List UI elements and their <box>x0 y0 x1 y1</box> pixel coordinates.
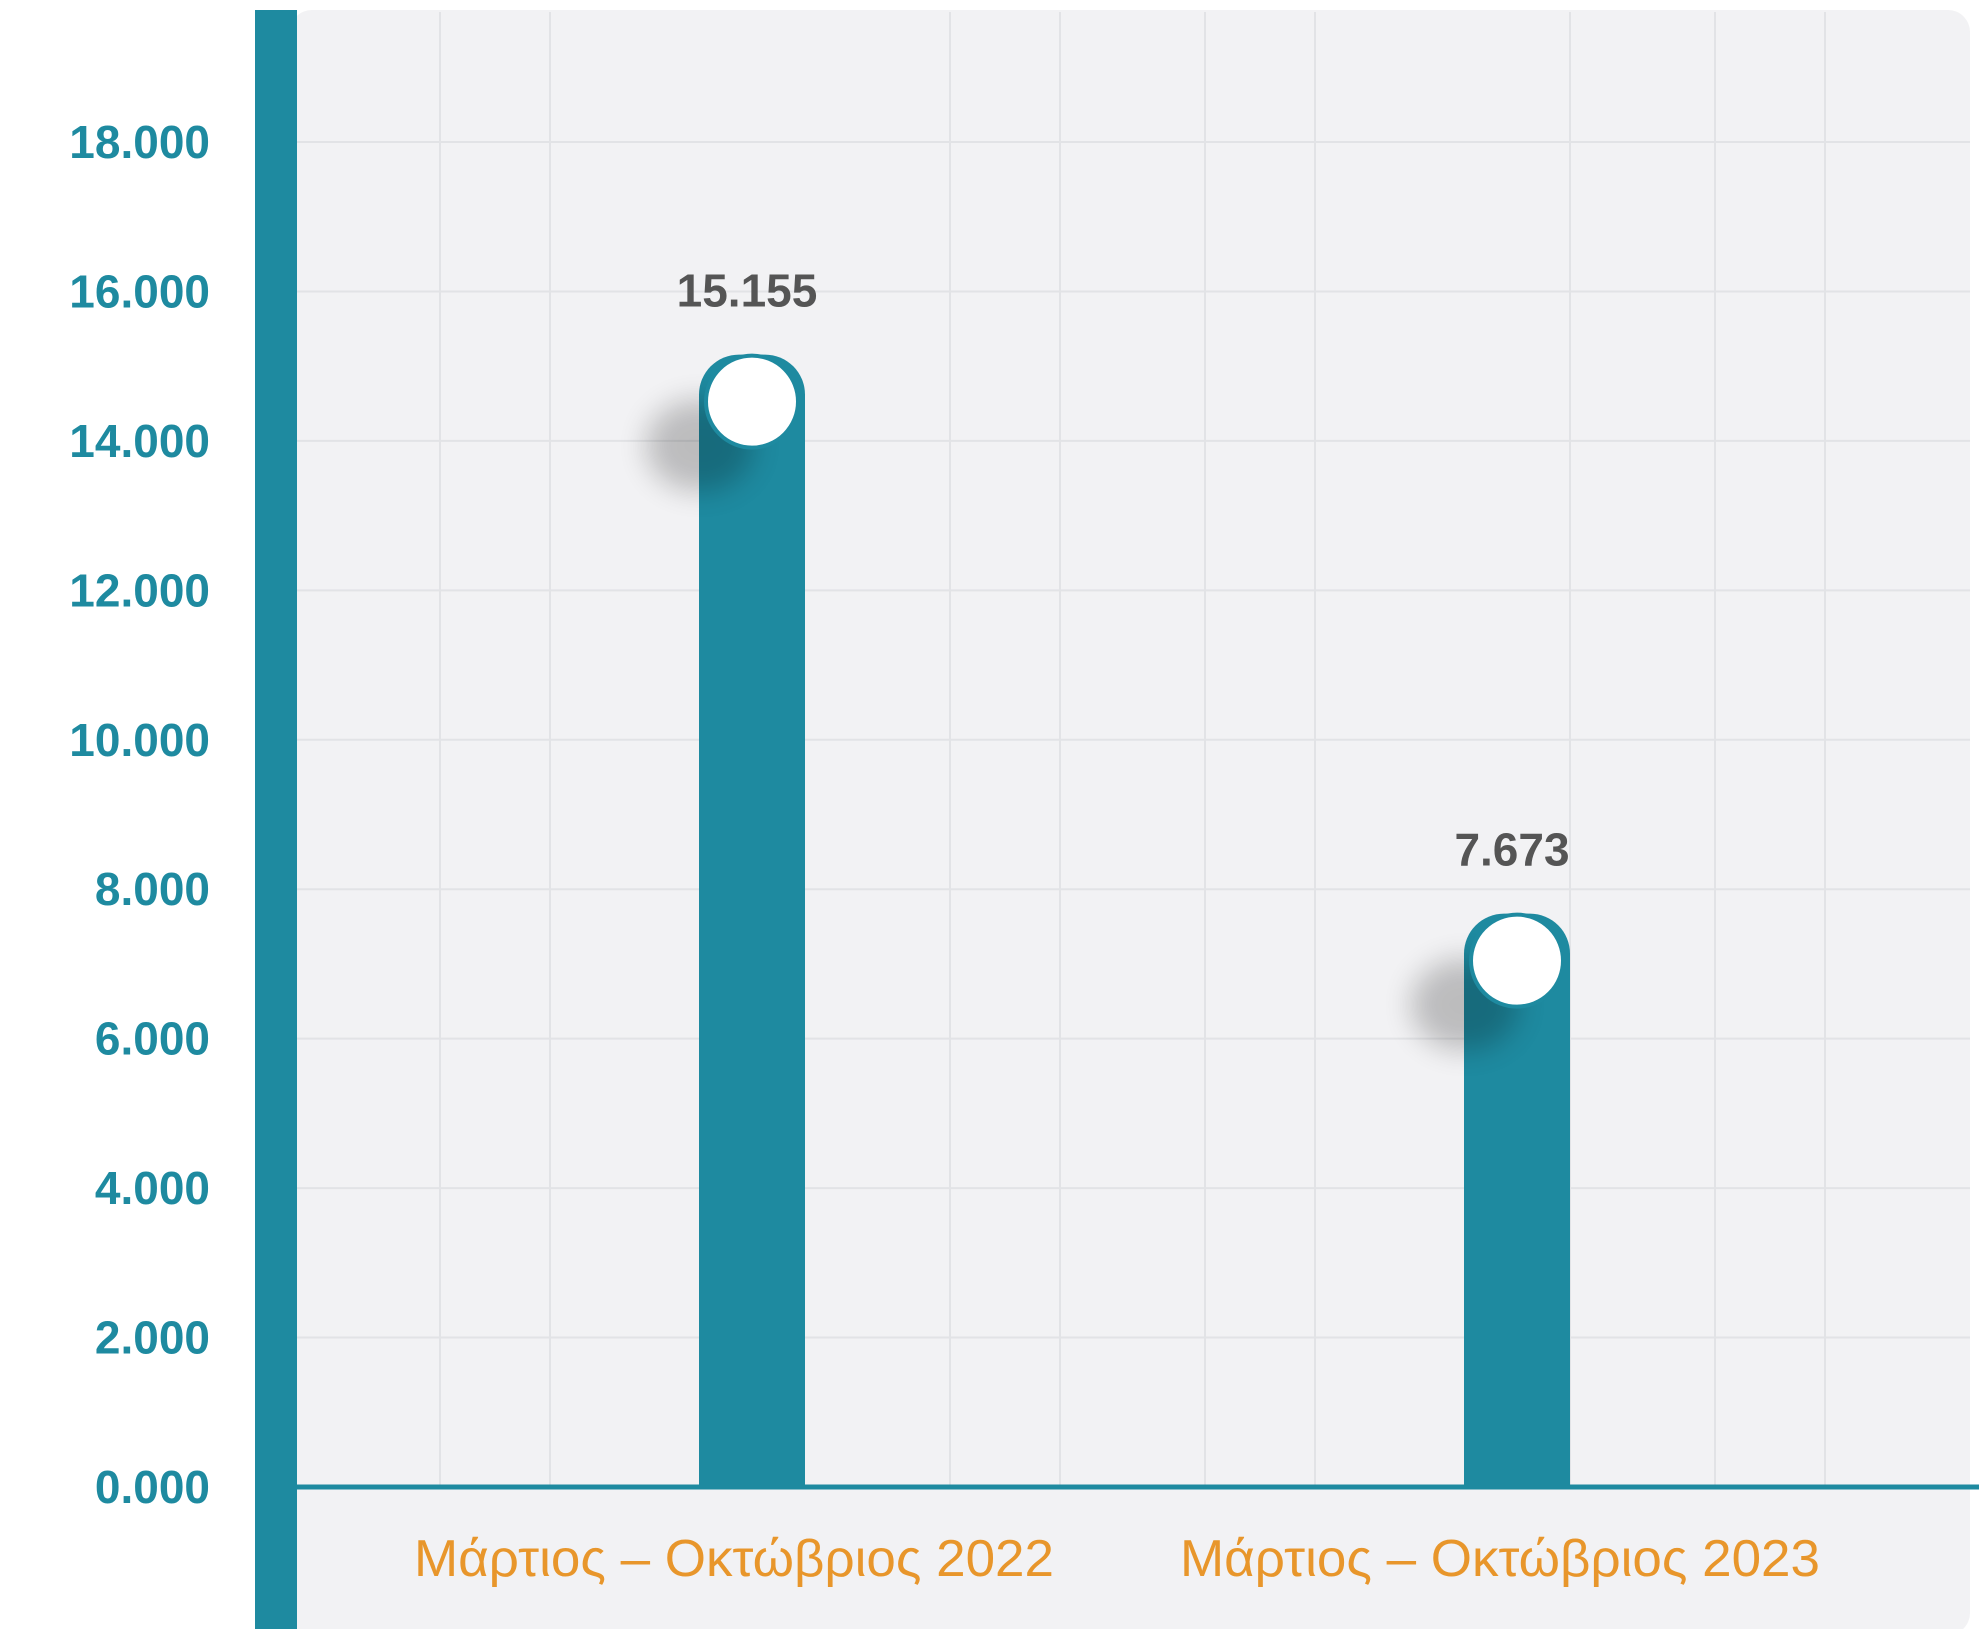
y-tick-label: 0.000 <box>95 1461 210 1513</box>
y-tick-label: 8.000 <box>95 863 210 915</box>
y-tick-label: 6.000 <box>95 1013 210 1065</box>
category-label: Μάρτιος – Οκτώβριος 2022 <box>414 1530 1054 1588</box>
bars <box>646 353 1570 1487</box>
category-label: Μάρτιος – Οκτώβριος 2023 <box>1180 1530 1820 1588</box>
y-tick-label: 18.000 <box>69 116 210 168</box>
y-tick-label: 10.000 <box>69 714 210 766</box>
y-axis-ticks: 0.000 2.000 4.000 6.000 8.000 10.000 12.000 14.… <box>69 116 277 1513</box>
y-tick-label: 14.000 <box>69 415 210 467</box>
y-tick-label: 12.000 <box>69 564 210 616</box>
y-axis-bar <box>255 10 297 1629</box>
y-tick-label: 2.000 <box>95 1312 210 1364</box>
y-tick-label: 4.000 <box>95 1162 210 1214</box>
plot-background <box>290 10 1970 1634</box>
bar <box>1464 913 1570 1487</box>
bar-marker <box>704 353 800 450</box>
y-tick-label: 16.000 <box>69 265 210 317</box>
bar <box>699 354 805 1487</box>
value-label: 7.673 <box>1454 824 1569 876</box>
value-label: 15.155 <box>677 265 818 317</box>
bar-marker <box>1469 912 1565 1009</box>
labels: 15.155 Μάρτιος – Οκτώβριος 2022 7.673 Μάρτι… <box>414 265 1820 1588</box>
grid-lines <box>297 12 1970 1487</box>
